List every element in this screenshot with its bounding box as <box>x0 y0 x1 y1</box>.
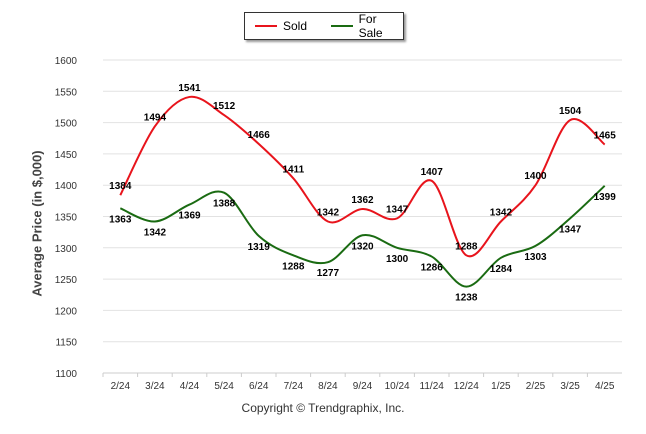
data-label-for-sale-2-25: 1303 <box>524 252 547 263</box>
y-tick-label-1400: 1400 <box>55 181 78 192</box>
y-tick-label-1200: 1200 <box>55 306 78 317</box>
series-line-sold <box>119 95 606 258</box>
x-tick-label-7-24: 7/24 <box>284 381 304 392</box>
x-tick-label-12-24: 12/24 <box>454 381 479 392</box>
data-label-for-sale-11-24: 1286 <box>421 263 444 274</box>
data-label-sold-2-25: 1400 <box>524 171 547 182</box>
x-tick-label-2-25: 2/25 <box>526 381 546 392</box>
legend-item-sold[interactable]: Sold <box>255 19 307 33</box>
x-tick-label-3-24: 3/24 <box>145 381 165 392</box>
x-tick-label-4-24: 4/24 <box>180 381 200 392</box>
data-label-sold-7-24: 1411 <box>282 164 304 175</box>
y-tick-label-1250: 1250 <box>55 275 78 286</box>
data-label-sold-6-24: 1466 <box>248 130 271 141</box>
data-label-sold-4-24: 1541 <box>178 83 201 94</box>
data-label-for-sale-9-24: 1320 <box>351 241 374 252</box>
x-tick-label-10-24: 10/24 <box>385 381 410 392</box>
data-label-sold-4-25: 1465 <box>594 131 617 142</box>
data-label-sold-1-25: 1342 <box>490 208 513 219</box>
y-tick-label-1500: 1500 <box>55 119 78 130</box>
data-label-for-sale-8-24: 1277 <box>317 268 340 279</box>
data-label-for-sale-3-24: 1342 <box>144 228 167 239</box>
data-label-for-sale-3-25: 1347 <box>559 224 582 235</box>
legend-swatch-for-sale <box>331 25 353 27</box>
data-label-for-sale-7-24: 1288 <box>282 261 305 272</box>
data-label-sold-3-25: 1504 <box>559 106 582 117</box>
data-label-for-sale-6-24: 1319 <box>248 242 271 253</box>
x-tick-label-9-24: 9/24 <box>353 381 373 392</box>
x-tick-label-8-24: 8/24 <box>318 381 338 392</box>
legend-swatch-sold <box>255 25 277 27</box>
y-tick-label-1350: 1350 <box>55 213 78 224</box>
data-label-sold-10-24: 1347 <box>386 204 409 215</box>
y-axis-label: Average Price (in $,000) <box>29 150 45 297</box>
data-label-for-sale-4-25: 1399 <box>594 192 617 203</box>
y-tick-label-1150: 1150 <box>55 338 77 349</box>
x-tick-label-1-25: 1/25 <box>491 381 511 392</box>
legend-label-sold: Sold <box>283 19 308 33</box>
data-label-for-sale-2-24: 1363 <box>109 214 132 225</box>
data-label-for-sale-4-24: 1369 <box>178 211 201 222</box>
x-tick-label-11-24: 11/24 <box>420 381 445 392</box>
legend: Sold For Sale <box>244 12 404 40</box>
data-label-for-sale-5-24: 1388 <box>213 199 236 210</box>
y-tick-label-1550: 1550 <box>55 87 78 98</box>
legend-label-for-sale: For Sale <box>358 12 383 40</box>
y-tick-label-1100: 1100 <box>55 369 77 380</box>
y-tick-label-1450: 1450 <box>55 150 78 161</box>
x-tick-label-3-25: 3/25 <box>560 381 580 392</box>
copyright-text: Copyright © Trendgraphix, Inc. <box>241 401 405 415</box>
data-label-sold-8-24: 1342 <box>317 208 340 219</box>
data-label-sold-12-24: 1288 <box>455 241 478 252</box>
data-label-for-sale-10-24: 1300 <box>386 254 409 265</box>
legend-item-for-sale[interactable]: For Sale <box>331 12 403 40</box>
x-tick-label-6-24: 6/24 <box>249 381 269 392</box>
y-tick-label-1300: 1300 <box>55 244 78 255</box>
series-line-for-sale <box>119 185 606 288</box>
y-tick-label-1600: 1600 <box>55 56 78 67</box>
data-label-sold-3-24: 1494 <box>144 112 167 123</box>
data-label-for-sale-12-24: 1238 <box>455 293 478 304</box>
x-tick-label-4-25: 4/25 <box>595 381 615 392</box>
data-label-sold-9-24: 1362 <box>351 195 374 206</box>
data-label-sold-11-24: 1407 <box>421 167 444 178</box>
data-label-sold-5-24: 1512 <box>213 101 236 112</box>
data-label-sold-2-24: 1384 <box>109 181 132 192</box>
x-tick-label-5-24: 5/24 <box>214 381 234 392</box>
data-label-for-sale-1-25: 1284 <box>490 264 513 275</box>
x-tick-label-2-24: 2/24 <box>111 381 131 392</box>
